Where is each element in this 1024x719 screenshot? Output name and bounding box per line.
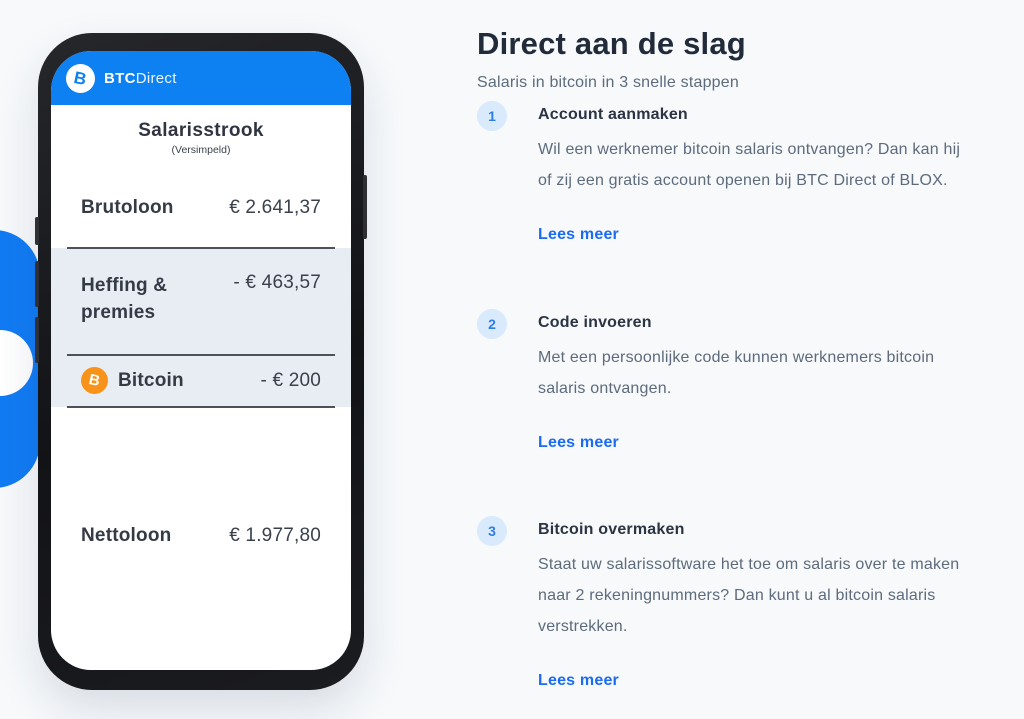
lees-meer-link[interactable]: Lees meer xyxy=(538,226,619,243)
lees-meer-link[interactable]: Lees meer xyxy=(538,672,619,689)
phone-side-button xyxy=(35,217,39,245)
step-number-badge: 1 xyxy=(477,101,507,131)
bitcoin-b-glyph: B xyxy=(72,67,89,89)
step-title: Code invoeren xyxy=(538,314,652,331)
phone-mockup: B BTCDirect Salarisstrook (Versimpeld) B… xyxy=(35,33,367,690)
app-header: B BTCDirect xyxy=(51,51,351,105)
row-value: € 2.641,37 xyxy=(229,197,321,218)
row-label: Bitcoin xyxy=(118,369,184,391)
payslip-row-nettoloon: Nettoloon € 1.977,80 xyxy=(51,525,351,547)
step-body: Staat uw salarissoftware het toe om sala… xyxy=(538,556,960,635)
step-content: Account aanmaken Wil een werknemer bitco… xyxy=(538,101,969,244)
step-number-badge: 2 xyxy=(477,309,507,339)
phone-side-button xyxy=(363,175,367,239)
row-value: € 1.977,80 xyxy=(229,525,321,546)
payslip-subtitle: (Versimpeld) xyxy=(171,144,231,156)
bitcoin-icon: B xyxy=(81,367,108,394)
payslip-title: Salarisstrook xyxy=(138,120,264,141)
page-subtitle: Salaris in bitcoin in 3 snelle stappen xyxy=(477,74,739,91)
divider xyxy=(67,354,335,356)
bitcoin-b-glyph: B xyxy=(87,371,102,390)
row-value: - € 463,57 xyxy=(233,272,321,293)
btc-direct-wordmark: BTCDirect xyxy=(104,70,177,87)
row-label: Brutoloon xyxy=(81,197,174,218)
phone-side-button xyxy=(35,317,39,363)
step-bitcoin-overmaken: 3 Bitcoin overmaken Staat uw salarissoft… xyxy=(477,516,969,690)
step-body: Wil een werknemer bitcoin salaris ontvan… xyxy=(538,141,961,189)
btc-direct-logo-icon: B xyxy=(66,63,95,93)
brand-light: Direct xyxy=(135,69,177,87)
row-value: - € 200 xyxy=(260,369,321,391)
lees-meer-link[interactable]: Lees meer xyxy=(538,434,619,451)
payslip-row-heffing-premies: Heffing & premies - € 463,57 xyxy=(51,272,351,326)
page-title: Direct aan de slag xyxy=(477,26,746,61)
payslip-row-brutoloon: Brutoloon € 2.641,37 xyxy=(51,197,351,219)
row-label: Heffing & premies xyxy=(81,275,168,323)
phone-screen: B BTCDirect Salarisstrook (Versimpeld) B… xyxy=(51,51,351,670)
step-body: Met een persoonlijke code kunnen werknem… xyxy=(538,349,935,397)
step-number-badge: 3 xyxy=(477,516,507,546)
step-account-aanmaken: 1 Account aanmaken Wil een werknemer bit… xyxy=(477,101,969,244)
step-content: Code invoeren Met een persoonlijke code … xyxy=(538,309,969,452)
brand-bold: BTC xyxy=(104,69,136,87)
step-content: Bitcoin overmaken Staat uw salarissoftwa… xyxy=(538,516,969,690)
step-title: Bitcoin overmaken xyxy=(538,521,685,538)
payslip-row-bitcoin: B Bitcoin - € 200 xyxy=(51,367,351,394)
row-label: Nettoloon xyxy=(81,525,172,546)
bitcoin-label-group: B Bitcoin xyxy=(81,367,184,394)
divider xyxy=(67,247,335,249)
step-code-invoeren: 2 Code invoeren Met een persoonlijke cod… xyxy=(477,309,969,452)
step-title: Account aanmaken xyxy=(538,106,688,123)
phone-side-button xyxy=(35,261,39,307)
divider xyxy=(67,406,335,408)
